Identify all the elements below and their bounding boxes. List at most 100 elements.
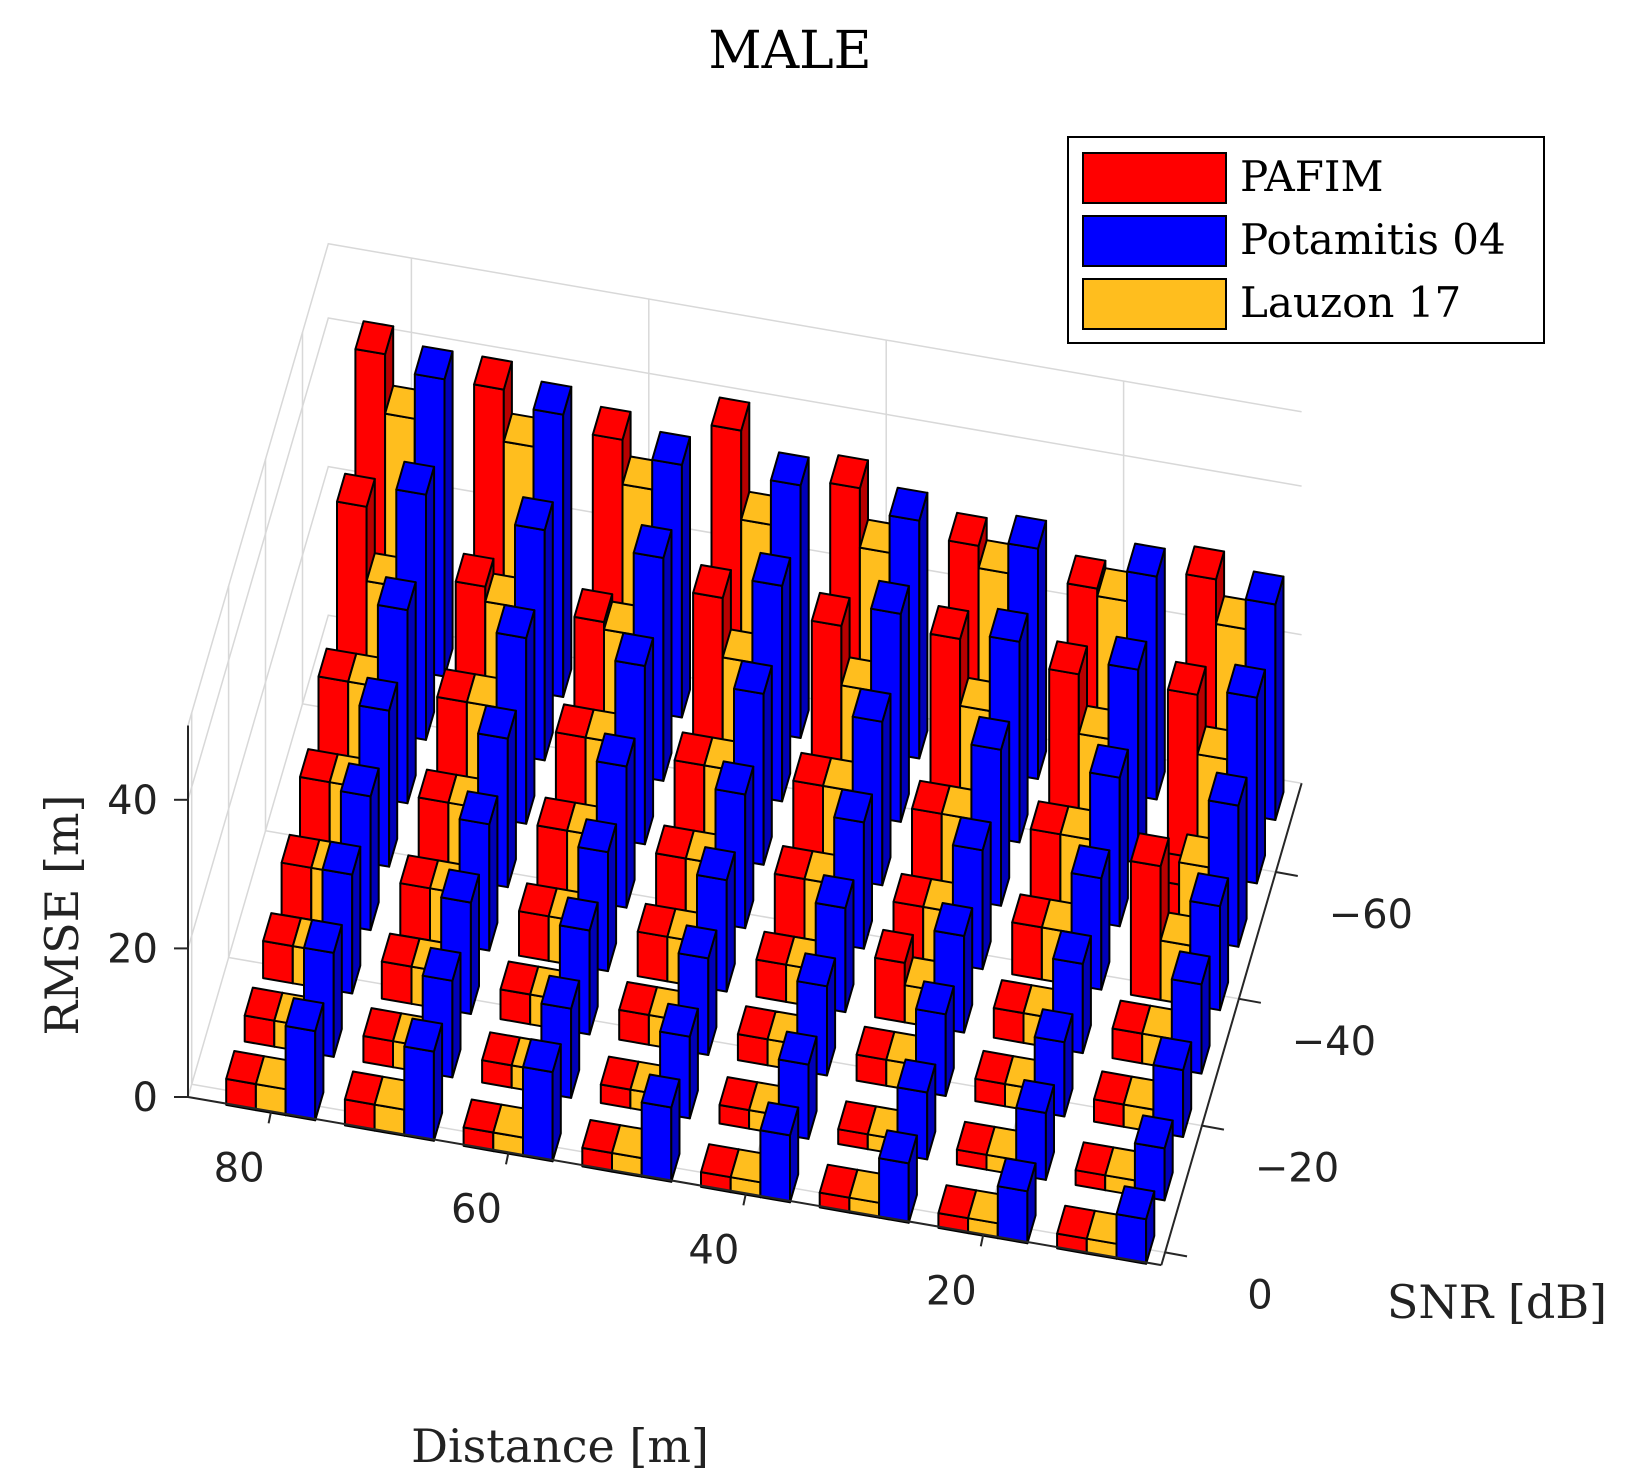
bar-top-face: [796, 952, 837, 988]
bar-top-face: [751, 551, 792, 587]
bar-top-face: [692, 564, 732, 599]
legend-label-potamitis: Potamitis 04: [1240, 215, 1506, 264]
bar-side-face: [762, 665, 773, 866]
legend-label-lauzon: Lauzon 17: [1240, 278, 1461, 327]
bar-top-face: [814, 874, 855, 910]
bar-top-face: [1244, 570, 1285, 606]
grid-line-z: [187, 242, 1302, 726]
bar-potamitis-04: [659, 1002, 699, 1120]
bar-top-face: [303, 918, 343, 954]
legend-swatch-lauzon: [1082, 278, 1227, 330]
bar-side-face: [1018, 612, 1029, 844]
bar-side-face: [643, 637, 655, 846]
bar-top-face: [1052, 929, 1092, 965]
x-tick: [742, 1193, 747, 1206]
bar-top-face: [473, 355, 513, 391]
bar-front-face: [759, 1129, 791, 1204]
y-axis-line: [1160, 782, 1303, 1266]
x-tick-label: 40: [688, 1227, 739, 1273]
bar-side-face: [1137, 640, 1148, 864]
bar-front-face: [262, 940, 294, 985]
bar-top-face: [495, 604, 536, 640]
legend-swatch-pafim: [1082, 152, 1227, 204]
bar-front-face: [636, 930, 669, 983]
bar-side-face: [406, 581, 417, 805]
bar-front-face: [878, 1157, 910, 1224]
bar-top-face: [454, 552, 495, 588]
y-tick: [1275, 871, 1298, 878]
bar-front-face: [640, 1101, 673, 1183]
bar-top-face: [929, 605, 970, 640]
bar-top-face: [532, 380, 573, 416]
bar-top-face: [413, 345, 454, 381]
bar-front-face: [773, 872, 806, 940]
bar-top-face: [1070, 844, 1111, 880]
bar-top-face: [421, 946, 462, 982]
bars-layer: [225, 320, 1285, 1265]
y-tick-label: −60: [1329, 892, 1413, 938]
bar-top-face: [696, 846, 736, 882]
y-tick-label: −40: [1292, 1019, 1376, 1065]
legend-label-pafim: PAFIM: [1240, 152, 1383, 201]
bar-top-face: [777, 1030, 818, 1066]
z-tick-label: 0: [133, 1075, 158, 1121]
bar-top-face: [1066, 554, 1107, 590]
x-tick: [267, 1111, 273, 1124]
bar-side-face: [388, 681, 399, 868]
grid-line-z: [187, 317, 1302, 801]
bar-potamitis-04: [1115, 1185, 1156, 1265]
bar-top-face: [988, 607, 1029, 643]
z-tick-label: 20: [107, 926, 158, 972]
bar-top-face: [851, 687, 892, 723]
bar-top-face: [577, 818, 618, 854]
bar-front-face: [755, 958, 788, 1003]
bar-top-face: [1226, 663, 1266, 699]
ticks-layer: 80 60 40 20 0 −20 −40 −60 0 20 40: [107, 778, 1413, 1319]
bar-potamitis-04: [878, 1129, 918, 1224]
bar-front-face: [280, 861, 313, 921]
bar-top-face: [1166, 660, 1207, 696]
bar-top-face: [896, 1058, 937, 1094]
bar-front-face: [874, 956, 906, 1024]
legend-swatch-potamitis: [1082, 215, 1227, 267]
bar-top-face: [573, 588, 614, 624]
bar-top-face: [1189, 872, 1230, 908]
bar-front-face: [1115, 1213, 1148, 1265]
bar-side-face: [543, 501, 554, 762]
bar-top-face: [1207, 771, 1248, 807]
x-tick: [505, 1152, 510, 1165]
bar-side-face: [525, 609, 536, 825]
bar-top-face: [888, 486, 929, 522]
x-tick-label: 60: [451, 1186, 502, 1232]
bar-top-face: [1133, 1114, 1174, 1150]
bar-top-face: [970, 715, 1011, 751]
y-tick: [1238, 997, 1262, 1004]
bar-side-face: [799, 456, 810, 739]
bar-top-face: [659, 1002, 699, 1038]
bar-top-face: [354, 320, 395, 356]
bar-top-face: [1048, 640, 1088, 676]
bar-top-face: [514, 496, 554, 532]
bar-top-face: [395, 460, 436, 496]
bar-top-face: [878, 1129, 918, 1165]
bar-front-face: [403, 1045, 435, 1142]
bar-side-face: [1274, 575, 1285, 821]
bar-top-face: [1089, 743, 1129, 779]
x-tick: [979, 1234, 985, 1247]
bar-top-face: [1015, 1079, 1055, 1114]
bar-potamitis-04: [996, 1157, 1037, 1245]
bar-side-face: [899, 585, 910, 823]
chart-title: MALE: [708, 21, 871, 81]
bar-top-face: [833, 788, 873, 824]
bar-side-face: [662, 529, 673, 782]
bar-front-face: [518, 910, 550, 962]
bar-top-face: [591, 405, 632, 441]
bar-potamitis-04: [896, 1058, 937, 1161]
bar-potamitis-04: [1052, 929, 1092, 1055]
axes-layer: [187, 725, 1303, 1267]
bar-side-face: [918, 491, 929, 760]
bar-top-face: [403, 1017, 444, 1053]
bar-front-face: [1129, 860, 1162, 1001]
y-tick: [1164, 1251, 1188, 1258]
